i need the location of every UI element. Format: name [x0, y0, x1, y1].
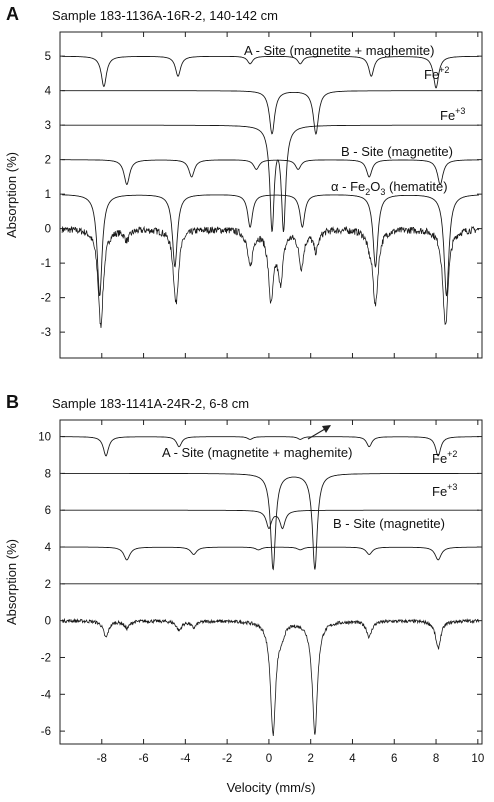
panel-b-label-fe3: Fe+3 [432, 482, 457, 499]
panel-a-label-b-site: B - Site (magnetite) [341, 144, 453, 159]
x-tick-label: 10 [471, 753, 484, 765]
panel-b-series [61, 436, 480, 737]
y-tick-label: 0 [45, 224, 51, 236]
x-tick-label: -2 [222, 753, 232, 765]
y-tick-label: 8 [45, 468, 51, 480]
series-hematite [62, 194, 479, 297]
panel-b: B Sample 183-1141A-24R-2, 6-8 cm -6 -4 -2 0… [4, 392, 484, 795]
series-B-site [62, 546, 479, 561]
series-A-site [62, 55, 479, 89]
x-tick-label: -6 [138, 753, 148, 765]
y-tick-label: 1 [45, 189, 51, 201]
x-axis-label: Velocity (mm/s) [227, 780, 316, 795]
x-tick-label: 6 [391, 753, 397, 765]
series-Fe+2 [62, 90, 479, 136]
x-tick-label: 0 [266, 753, 272, 765]
panel-a-x-axis [101, 32, 479, 358]
y-tick-label: -4 [41, 689, 52, 701]
series-measured [61, 617, 480, 737]
y-tick-label: -2 [41, 293, 51, 305]
y-tick-label: -6 [41, 726, 51, 738]
panel-a-label-fe3: Fe+3 [440, 106, 465, 123]
x-tick-label: -8 [97, 753, 107, 765]
panel-a-letter: A [6, 4, 19, 24]
panel-a-label-hematite: α - Fe2O3 (hematite) [331, 179, 448, 197]
y-tick-label: 2 [45, 155, 51, 167]
y-tick-label: 10 [38, 432, 51, 444]
panel-b-label-b-site: B - Site (magnetite) [333, 516, 445, 531]
panel-a-label-a-site: A - Site (magnetite + maghemite) [244, 43, 434, 58]
y-tick-label: 3 [45, 120, 51, 132]
x-tick-label: 2 [307, 753, 313, 765]
y-tick-label: 6 [45, 505, 51, 517]
panel-b-frame [59, 419, 483, 745]
series-Fe+2 [62, 472, 479, 571]
panel-b-label-a-site: A - Site (magnetite + maghemite) [162, 445, 352, 460]
series-Fe+3 [62, 124, 479, 233]
x-tick-label: -4 [180, 753, 191, 765]
panel-b-ylabel: Absorption (%) [4, 539, 19, 625]
y-tick-label: -3 [41, 327, 51, 339]
a-site-arrow-head [322, 425, 331, 433]
x-tick-label: 8 [433, 753, 439, 765]
y-tick-label: -1 [41, 258, 51, 270]
series-Fe+3 [62, 509, 479, 530]
y-tick-label: 2 [45, 579, 51, 591]
panel-a-title: Sample 183-1136A-16R-2, 140-142 cm [52, 8, 278, 23]
panel-b-letter: B [6, 392, 19, 412]
panel-b-y-axis: -6 -4 -2 0 2 4 6 8 10 [38, 432, 482, 738]
panel-a: A Sample 183-1136A-16R-2, 140-142 cm -3 -… [4, 4, 483, 359]
panel-b-label-fe2: Fe+2 [432, 449, 457, 466]
panel-b-title: Sample 183-1141A-24R-2, 6-8 cm [52, 396, 249, 411]
series-A-site [62, 436, 479, 457]
panel-a-label-fe2: Fe+2 [424, 65, 449, 82]
series-measured [61, 225, 480, 328]
y-tick-label: 5 [45, 51, 51, 63]
panel-b-x-axis: -8 -6 -4 -2 0 2 4 6 8 10 [97, 420, 484, 765]
series-B-site [62, 159, 479, 186]
y-tick-label: 0 [45, 616, 51, 628]
panel-a-frame [59, 31, 483, 359]
panel-a-series [61, 55, 480, 328]
x-tick-label: 4 [349, 753, 356, 765]
y-tick-label: -2 [41, 652, 51, 664]
y-tick-label: 4 [45, 86, 52, 98]
y-tick-label: 4 [45, 542, 52, 554]
panel-a-ylabel: Absorption (%) [4, 152, 19, 238]
